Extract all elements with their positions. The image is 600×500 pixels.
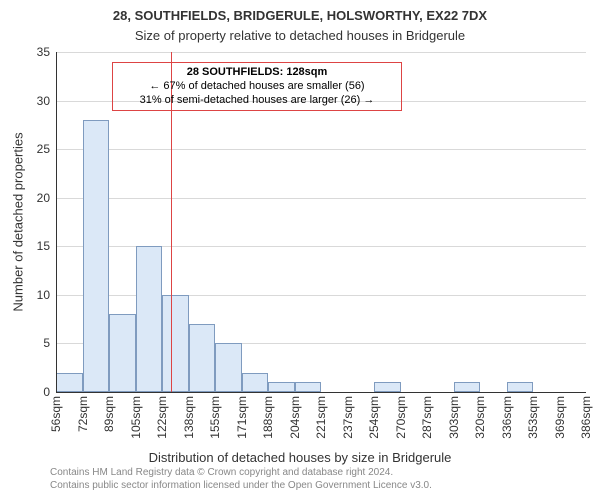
x-tick-label: 270sqm [394,396,408,439]
x-tick-label: 320sqm [473,396,487,439]
histogram-bar [215,343,242,392]
x-tick-label: 89sqm [102,396,116,432]
gridline-h [56,149,586,150]
x-tick-label: 303sqm [447,396,461,439]
y-tick-label: 5 [43,336,50,350]
callout-line3: 31% of semi-detached houses are larger (… [119,94,395,108]
footnote-line2: Contains public sector information licen… [50,479,432,492]
histogram-bar [83,120,110,392]
x-tick-label: 204sqm [288,396,302,439]
gridline-h [56,52,586,53]
x-tick-label: 155sqm [208,396,222,439]
callout-box: 28 SOUTHFIELDS: 128sqm← 67% of detached … [112,62,402,111]
x-tick-label: 369sqm [553,396,567,439]
x-tick-label: 254sqm [367,396,381,439]
histogram-bar [268,382,295,392]
callout-line1: 28 SOUTHFIELDS: 128sqm [119,66,395,80]
x-tick-label: 386sqm [579,396,593,439]
x-tick-label: 237sqm [341,396,355,439]
histogram-bar [454,382,481,392]
footnote: Contains HM Land Registry data © Crown c… [50,466,432,492]
x-axis-label: Distribution of detached houses by size … [0,450,600,465]
x-tick-label: 287sqm [420,396,434,439]
chart-subtitle: Size of property relative to detached ho… [0,28,600,43]
y-tick-label: 30 [37,94,50,108]
histogram-bar [242,373,269,392]
y-tick-label: 10 [37,288,50,302]
histogram-bar [374,382,401,392]
histogram-bar [295,382,322,392]
histogram-bar [136,246,163,392]
x-tick-label: 353sqm [526,396,540,439]
histogram-bar [189,324,216,392]
x-tick-label: 122sqm [155,396,169,439]
histogram-bar [56,373,83,392]
x-tick-label: 188sqm [261,396,275,439]
x-tick-label: 171sqm [235,396,249,439]
y-axis-line [56,52,57,392]
footnote-line1: Contains HM Land Registry data © Crown c… [50,466,432,479]
y-tick-label: 20 [37,191,50,205]
histogram-bar [507,382,534,392]
y-tick-label: 25 [37,142,50,156]
y-tick-label: 15 [37,239,50,253]
x-tick-label: 72sqm [76,396,90,432]
gridline-h [56,198,586,199]
histogram-bar [109,314,136,392]
histogram-bar [162,295,189,392]
callout-line2: ← 67% of detached houses are smaller (56… [119,80,395,94]
x-tick-label: 105sqm [129,396,143,439]
chart-plot-area: 0510152025303556sqm72sqm89sqm105sqm122sq… [56,52,586,392]
x-tick-label: 221sqm [314,396,328,439]
x-axis-line [56,392,586,393]
chart-title: 28, SOUTHFIELDS, BRIDGERULE, HOLSWORTHY,… [0,8,600,23]
y-axis-label: Number of detached properties [11,132,26,311]
x-tick-label: 336sqm [500,396,514,439]
x-tick-label: 138sqm [182,396,196,439]
x-tick-label: 56sqm [49,396,63,432]
y-tick-label: 35 [37,45,50,59]
